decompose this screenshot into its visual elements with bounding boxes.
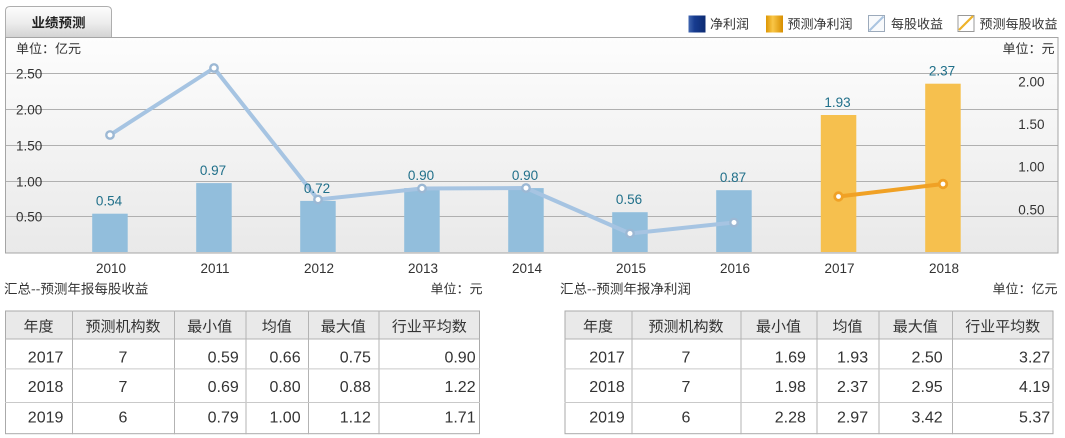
svg-text:1.98: 1.98 [775, 379, 806, 396]
svg-text:0.56: 0.56 [616, 192, 642, 207]
svg-text:2011: 2011 [200, 261, 229, 276]
svg-text:4.19: 4.19 [1019, 379, 1050, 396]
svg-text:1.22: 1.22 [444, 379, 475, 396]
svg-text:2014: 2014 [512, 261, 543, 276]
svg-text:1.71: 1.71 [444, 409, 475, 426]
svg-text:2017: 2017 [589, 349, 625, 366]
svg-text:2017: 2017 [28, 349, 64, 366]
svg-text:7: 7 [119, 379, 128, 396]
svg-text:0.79: 0.79 [208, 409, 239, 426]
svg-text:1.93: 1.93 [837, 349, 868, 366]
svg-text:0.72: 0.72 [304, 181, 330, 196]
svg-text:2010: 2010 [96, 261, 126, 276]
svg-text:1.50: 1.50 [1018, 117, 1044, 132]
svg-text:2.50: 2.50 [912, 349, 943, 366]
svg-text:2.50: 2.50 [16, 66, 42, 81]
svg-text:2.37: 2.37 [929, 64, 955, 79]
svg-text:2019: 2019 [28, 409, 64, 426]
svg-text:1.93: 1.93 [824, 95, 850, 110]
svg-text:2018: 2018 [589, 379, 625, 396]
svg-text:0.66: 0.66 [269, 349, 300, 366]
svg-text:2.00: 2.00 [16, 102, 42, 117]
svg-text:2016: 2016 [720, 261, 750, 276]
svg-text:7: 7 [119, 349, 128, 366]
svg-text:0.59: 0.59 [208, 349, 239, 366]
svg-text:5.37: 5.37 [1019, 409, 1050, 426]
svg-text:0.69: 0.69 [208, 379, 239, 396]
svg-text:0.90: 0.90 [444, 349, 475, 366]
svg-text:1.12: 1.12 [340, 409, 371, 426]
svg-text:2013: 2013 [408, 261, 438, 276]
svg-text:1.00: 1.00 [16, 174, 42, 189]
svg-text:0.75: 0.75 [340, 349, 371, 366]
svg-text:2.00: 2.00 [1018, 75, 1044, 90]
svg-text:2018: 2018 [929, 261, 959, 276]
svg-text:0.80: 0.80 [269, 379, 300, 396]
svg-text:2017: 2017 [824, 261, 854, 276]
svg-text:2.95: 2.95 [912, 379, 943, 396]
svg-text:2.37: 2.37 [837, 379, 868, 396]
svg-text:0.97: 0.97 [200, 163, 226, 178]
svg-text:7: 7 [682, 349, 691, 366]
svg-text:2019: 2019 [589, 409, 625, 426]
svg-text:0.90: 0.90 [512, 168, 538, 183]
svg-text:1.50: 1.50 [16, 138, 42, 153]
svg-text:6: 6 [119, 409, 128, 426]
svg-text:1.00: 1.00 [269, 409, 300, 426]
svg-text:2015: 2015 [616, 261, 646, 276]
svg-text:6: 6 [682, 409, 691, 426]
svg-text:2.97: 2.97 [837, 409, 868, 426]
svg-text:3.27: 3.27 [1019, 349, 1050, 366]
svg-text:7: 7 [682, 379, 691, 396]
svg-text:0.54: 0.54 [96, 194, 123, 209]
svg-text:0.50: 0.50 [16, 209, 42, 224]
svg-text:1.69: 1.69 [775, 349, 806, 366]
svg-text:2.28: 2.28 [775, 409, 806, 426]
svg-text:2018: 2018 [28, 379, 64, 396]
svg-text:0.90: 0.90 [408, 168, 434, 183]
svg-text:3.42: 3.42 [912, 409, 943, 426]
svg-text:0.88: 0.88 [340, 379, 371, 396]
svg-text:2012: 2012 [304, 261, 334, 276]
svg-text:0.50: 0.50 [1018, 202, 1044, 217]
svg-text:1.00: 1.00 [1018, 160, 1044, 175]
svg-text:0.87: 0.87 [720, 170, 746, 185]
